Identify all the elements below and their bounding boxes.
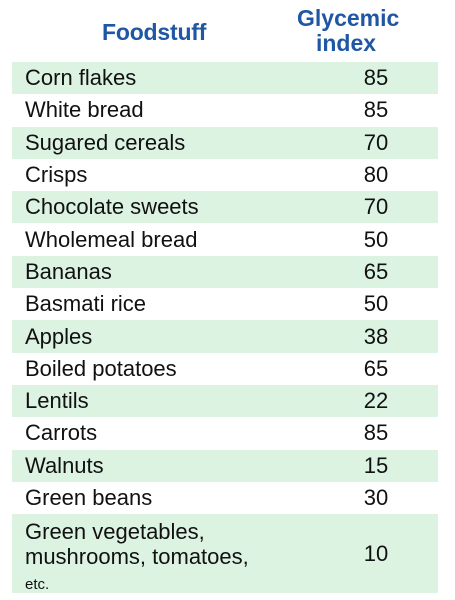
foodstuff-cell: Green vegetables, mushrooms, tomatoes, etc…: [25, 519, 325, 597]
glycemic-index-cell: 50: [363, 226, 389, 252]
foodstuff-text: Lentils: [25, 388, 89, 414]
foodstuff-cell: Crisps: [25, 162, 87, 188]
foodstuff-text: Chocolate sweets: [25, 194, 199, 220]
foodstuff-cell: Wholemeal bread: [25, 227, 197, 253]
table-header: Foodstuff Glycemic index: [12, 0, 438, 62]
table-row: Corn flakes 85: [12, 62, 438, 95]
foodstuff-text: White bread: [25, 97, 144, 123]
foodstuff-cell: Chocolate sweets: [25, 194, 199, 220]
foodstuff-text: Walnuts: [25, 452, 104, 478]
foodstuff-cell: Lentils: [25, 388, 89, 414]
glycemic-index-cell: 80: [363, 162, 389, 188]
glycemic-index-cell: 85: [363, 97, 389, 123]
foodstuff-text-line2: mushrooms, tomatoes,: [25, 544, 249, 570]
glycemic-index-cell: 15: [363, 452, 389, 478]
foodstuff-text: Basmati rice: [25, 291, 147, 317]
table-row: Basmati rice 50: [12, 288, 438, 321]
foodstuff-cell: Boiled potatoes: [25, 356, 177, 382]
glycemic-index-header-line1: Glycemic: [297, 5, 400, 31]
foodstuff-text: Boiled potatoes: [25, 355, 177, 381]
foodstuff-text: Carrots: [25, 420, 98, 446]
foodstuff-cell: White bread: [25, 97, 144, 123]
foodstuff-cell: Basmati rice: [25, 291, 146, 317]
glycemic-index-cell: 70: [363, 194, 389, 220]
table-row: Apples 38: [12, 320, 438, 353]
foodstuff-column-header: Foodstuff: [102, 19, 207, 45]
table-row: Wholemeal bread 50: [12, 223, 438, 256]
foodstuff-text: Green beans: [25, 485, 153, 510]
foodstuff-text: Bananas: [25, 258, 112, 284]
glycemic-index-cell: 65: [363, 258, 389, 284]
foodstuff-cell: Green beans: [25, 485, 152, 511]
foodstuff-text: Sugared cereals: [25, 129, 186, 155]
foodstuff-text-line3: etc.: [25, 576, 50, 594]
glycemic-index-header-line2: index: [315, 30, 377, 56]
table-row: Bananas 65: [12, 255, 438, 289]
table-body: Corn flakes 85 White bread 85 Sugared cereal…: [12, 62, 438, 594]
table-row: Green beans 30: [12, 481, 438, 515]
glycemic-index-cell: 10: [363, 540, 389, 566]
table-row: Walnuts 15: [12, 449, 438, 482]
table-row: White bread 85: [12, 94, 438, 127]
foodstuff-text: Green vegetables,: [25, 519, 205, 545]
table-row: Chocolate sweets 70: [12, 191, 438, 224]
foodstuff-cell: Carrots: [25, 420, 97, 446]
foodstuff-text: Corn flakes: [25, 65, 137, 91]
foodstuff-cell: Corn flakes: [25, 65, 136, 91]
table-row: Green vegetables, mushrooms, tomatoes, etc…: [12, 514, 438, 594]
foodstuff-text: Apples: [25, 323, 93, 349]
table-row: Lentils 22: [12, 384, 438, 418]
glycemic-index-cell: 50: [363, 291, 389, 317]
glycemic-index-cell: 85: [363, 420, 389, 446]
table-row: Sugared cereals 70: [12, 126, 438, 159]
foodstuff-cell: Apples: [25, 324, 92, 350]
glycemic-index-cell: 22: [363, 388, 389, 414]
glycemic-index-column-header: Glycemic index: [297, 5, 400, 56]
foodstuff-cell: Bananas: [25, 259, 112, 285]
table-row: Carrots 85: [12, 417, 438, 450]
glycemic-index-cell: 85: [363, 65, 389, 91]
table-row: Crisps 80: [12, 158, 438, 192]
glycemic-index-cell: 38: [363, 323, 389, 349]
foodstuff-cell: Walnuts: [25, 453, 104, 479]
foodstuff-cell: Sugared cereals: [25, 130, 185, 156]
glycemic-index-cell: 30: [363, 485, 389, 510]
foodstuff-text: Crisps: [25, 162, 88, 188]
glycemic-index-cell: 65: [363, 355, 389, 381]
table-row: Boiled potatoes 65: [12, 352, 438, 385]
glycemic-index-cell: 70: [363, 129, 389, 155]
foodstuff-text: Wholemeal bread: [25, 226, 198, 252]
